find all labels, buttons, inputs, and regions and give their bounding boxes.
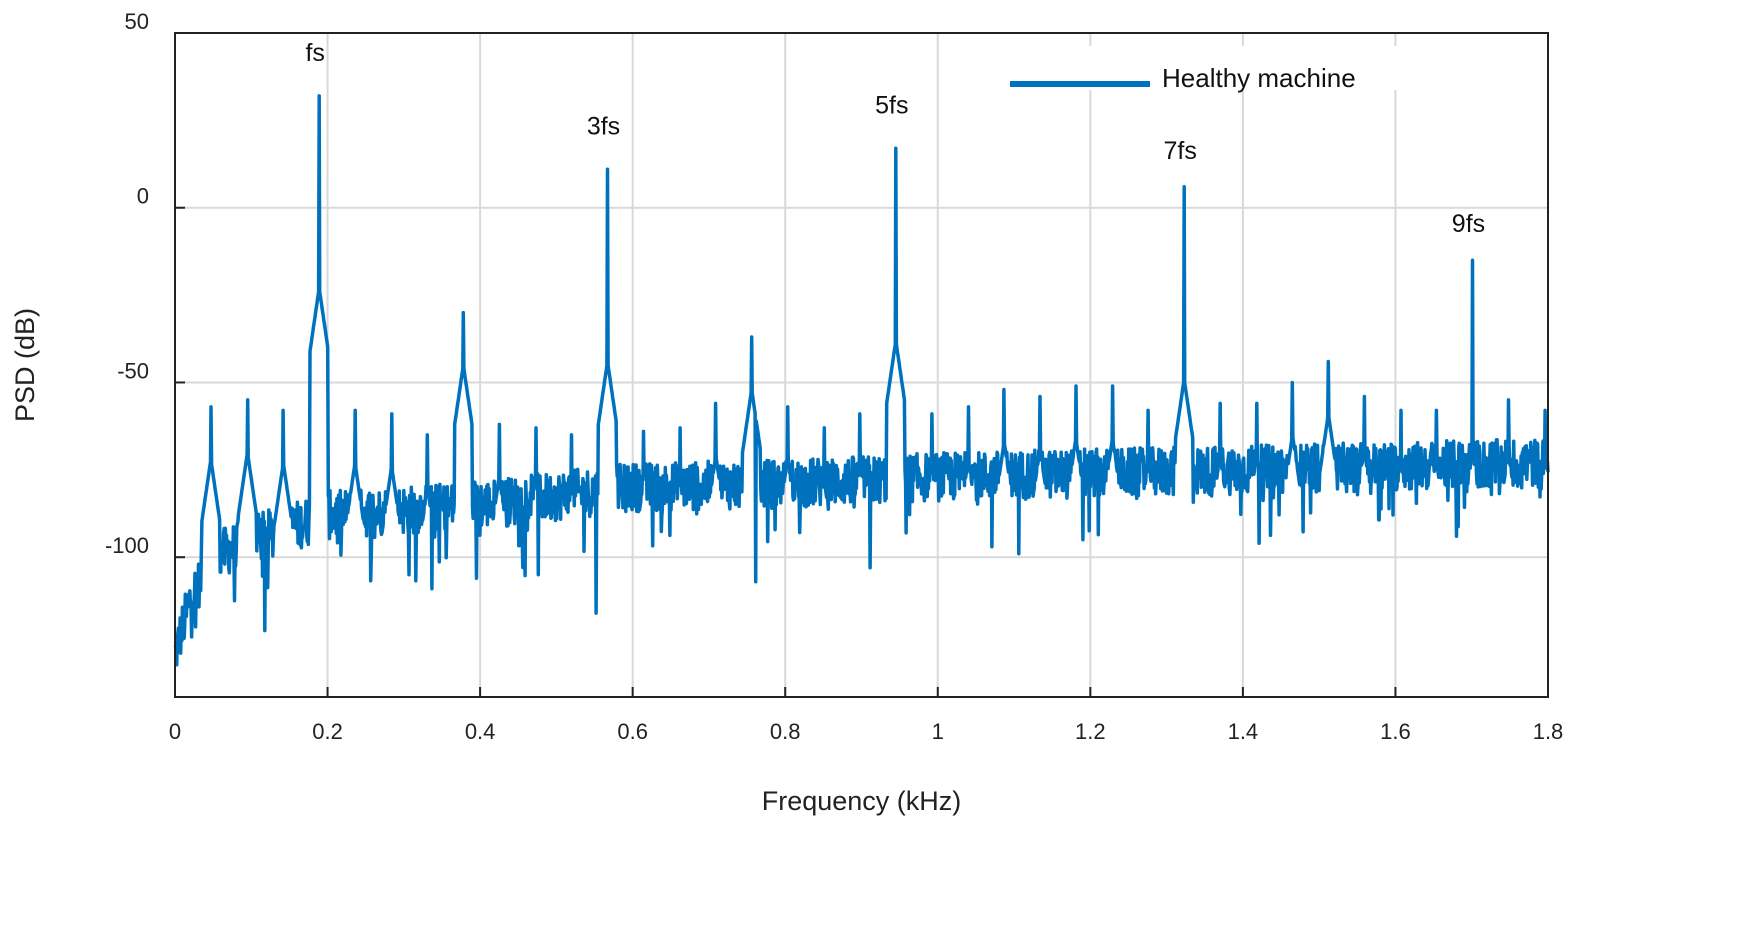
annotations: fs 3fs 5fs 7fs 9fs [305,39,1485,238]
series-line-healthy-machine [173,94,1550,667]
annotation-label: 3fs [587,112,620,140]
y-axis-label: PSD (dB) [10,308,40,422]
x-tick-label: 0 [169,719,181,744]
x-tick-label: 0.4 [465,719,496,744]
x-tick-label: 1.4 [1228,719,1259,744]
grid [175,33,1548,697]
y-tick-label: -100 [105,533,149,558]
x-axis-label: Frequency (kHz) [762,786,962,816]
series-layer [173,94,1550,667]
x-tick-label: 1 [932,719,944,744]
x-tick-label: 0.2 [312,719,343,744]
legend: Healthy machine [1000,46,1400,93]
annotation-label: 9fs [1452,210,1485,238]
annotation-label: fs [305,39,324,67]
x-tick-label: 1.6 [1380,719,1411,744]
x-tick-label: 0.6 [617,719,648,744]
y-tick-label: -50 [117,358,149,383]
annotation-label: 5fs [875,91,908,119]
y-tick-label: 0 [137,184,149,209]
x-tick-label: 1.8 [1533,719,1564,744]
x-tick-label: 1.2 [1075,719,1106,744]
legend-label: Healthy machine [1162,63,1356,93]
axis-ticks: 0 0.2 0.4 0.6 0.8 1 1.2 1.4 1.6 1.8 50 0 -50 -100 [105,9,1563,744]
annotation-label: 7fs [1163,137,1196,165]
y-tick-label: 50 [125,9,149,34]
x-tick-label: 0.8 [770,719,801,744]
plot-frame [174,32,1549,698]
